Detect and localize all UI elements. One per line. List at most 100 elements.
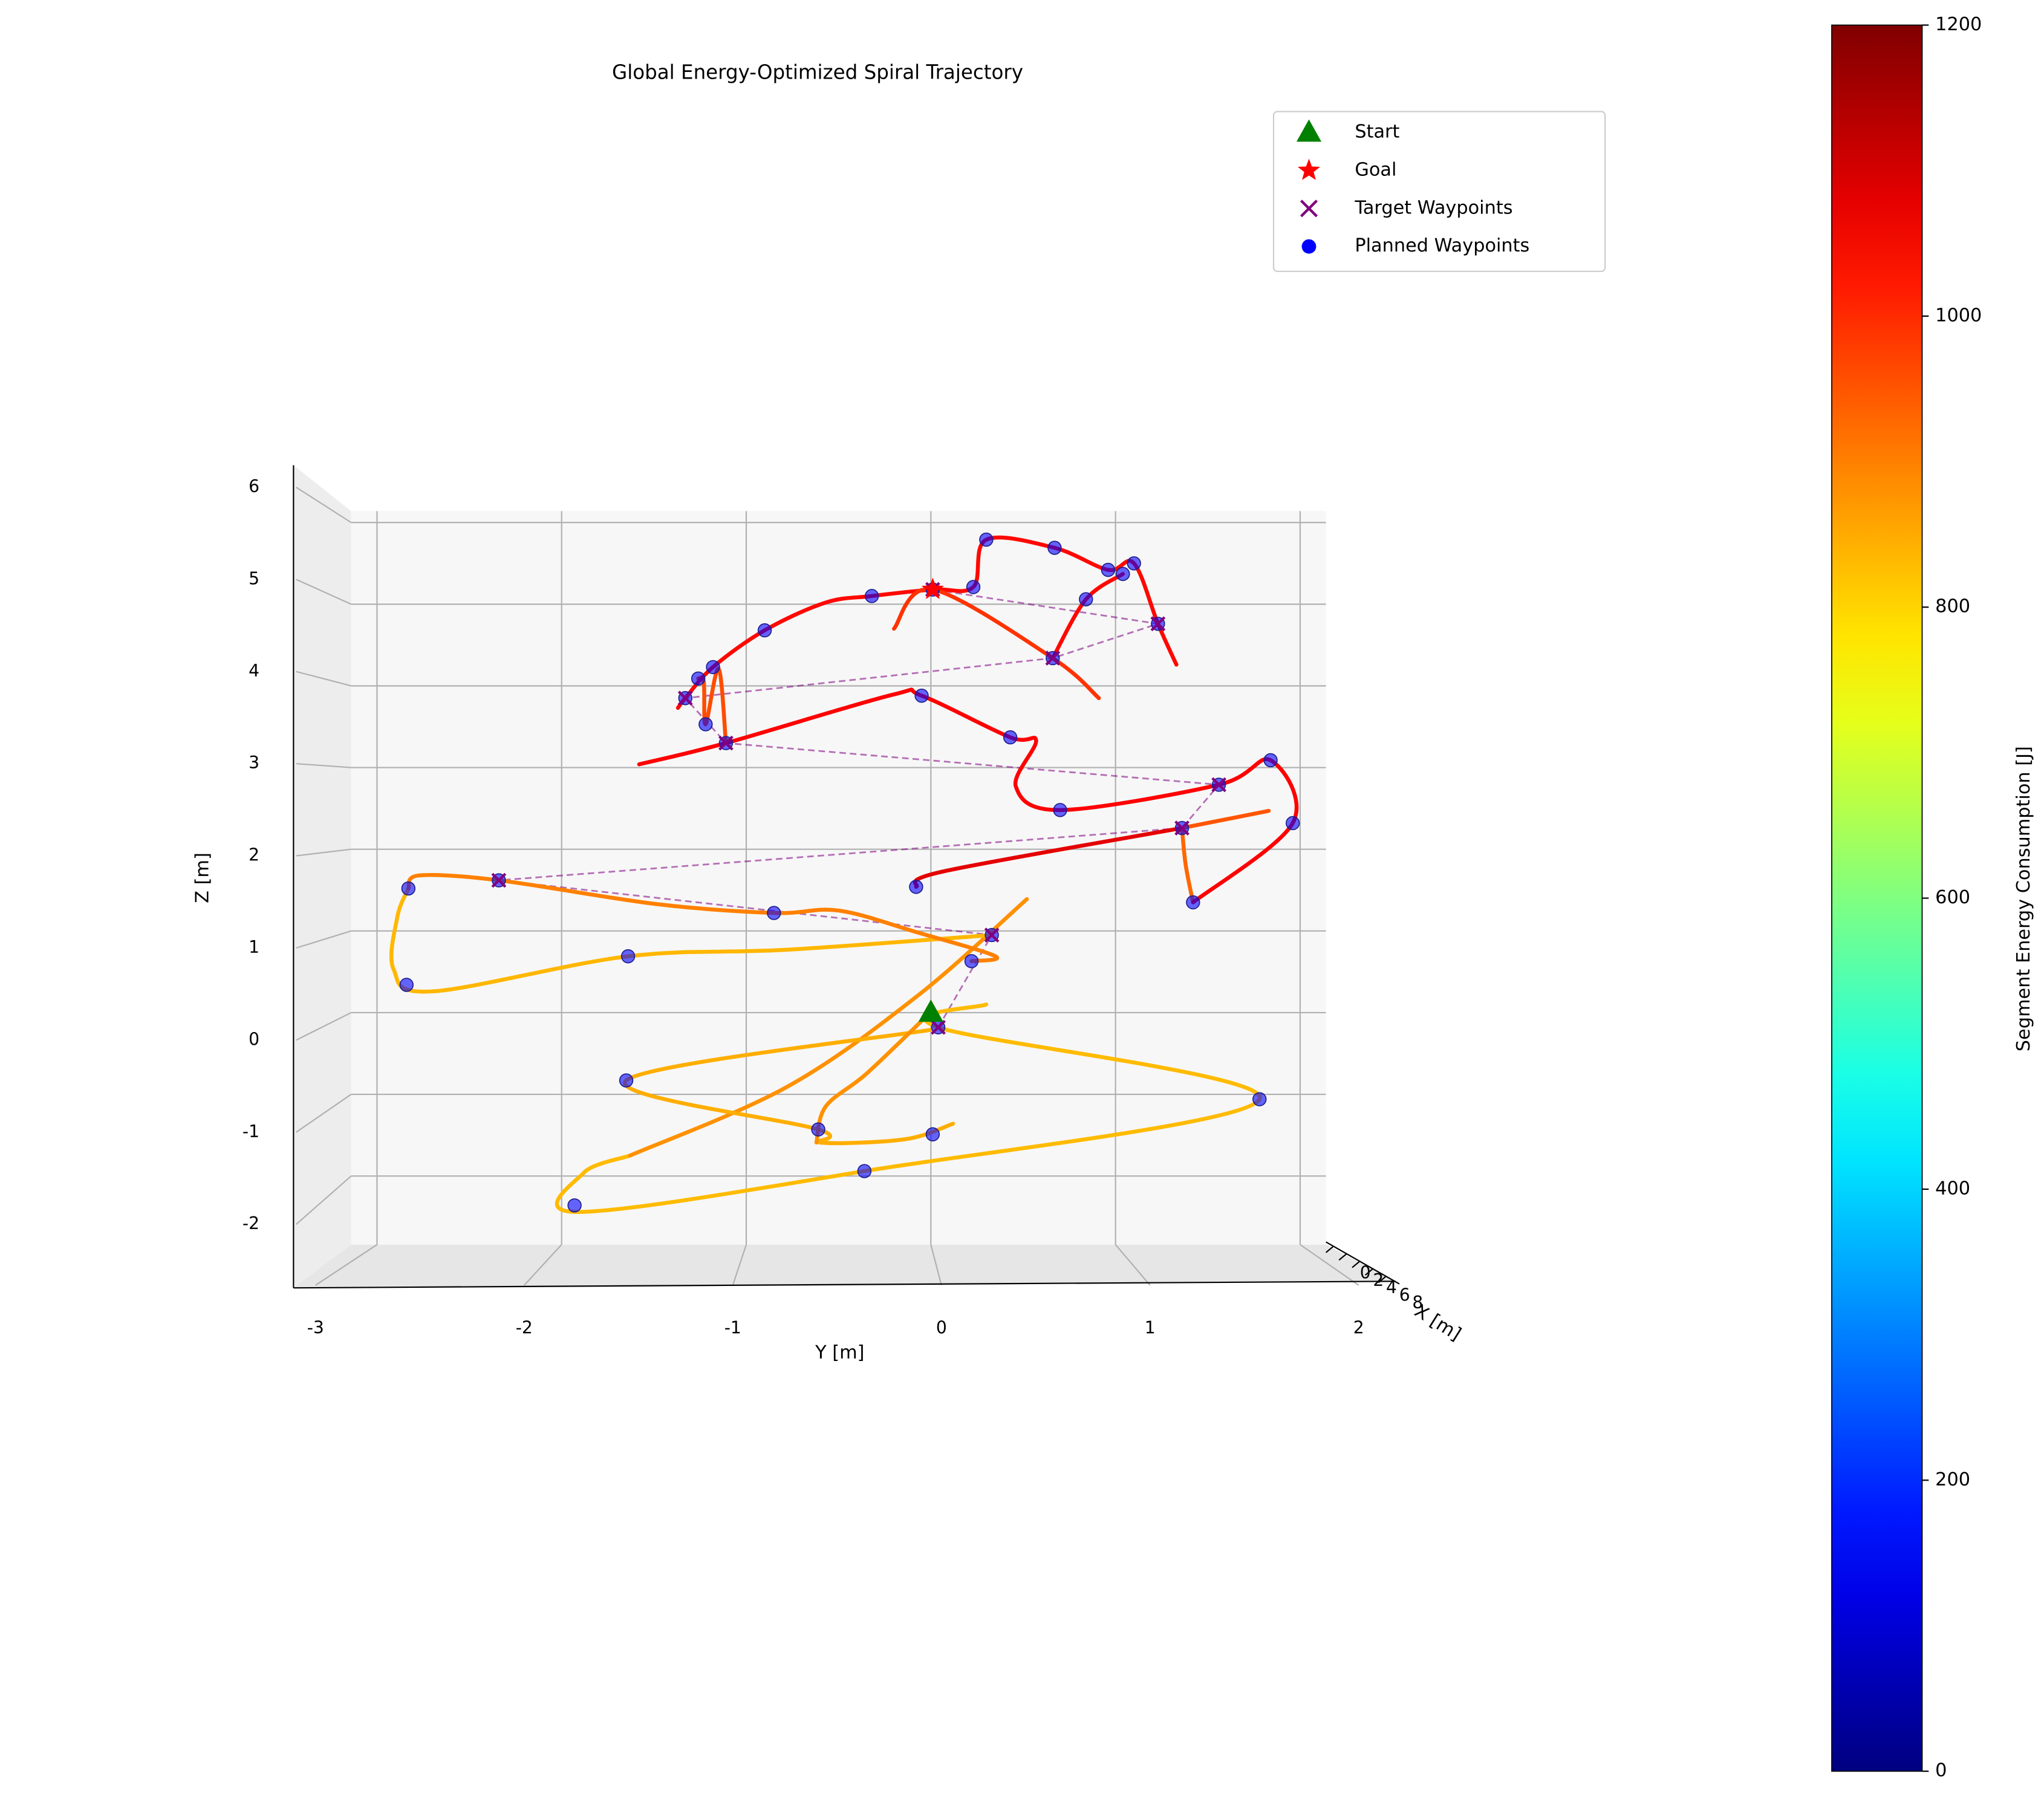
target-waypoint (718, 735, 734, 751)
colorbar-label: Segment Energy Consumption [J] (2013, 746, 2034, 1051)
colorbar-tick-label: 1200 (1935, 14, 1982, 35)
legend-label: Target Waypoints (1354, 197, 1512, 218)
colorbar-tick-label: 200 (1935, 1469, 1970, 1490)
planned-waypoint (757, 623, 772, 638)
tick-mark (1364, 1268, 1374, 1276)
colorbar-tick-label: 0 (1935, 1760, 1947, 1781)
y-tick-label: -2 (516, 1317, 533, 1337)
planned-waypoint (1263, 753, 1278, 768)
tick-mark (296, 670, 351, 687)
planned-waypoint (966, 580, 981, 594)
tick-mark (296, 848, 351, 857)
planned-waypoint (691, 671, 706, 686)
planned-waypoint (698, 717, 713, 732)
legend-marker (1296, 119, 1322, 142)
start-marker (918, 999, 943, 1022)
legend-entries: Start Goal Target Waypoints Planned Waypoin… (1296, 119, 1529, 256)
x-tick-label: 4 (1386, 1277, 1397, 1297)
planned-waypoint (620, 949, 636, 964)
z-tick-label: -1 (242, 1121, 259, 1141)
planned-waypoint (767, 906, 781, 920)
trajectory-segment (892, 587, 1101, 700)
planned-waypoint (399, 978, 414, 992)
tick-mark (315, 1244, 378, 1286)
x-tick-label: 2 (1373, 1270, 1384, 1290)
tick-mark (296, 763, 351, 768)
planned-waypoint (925, 1127, 940, 1141)
planned-waypoint (914, 688, 929, 703)
y-axis-label: Y [m] (815, 1342, 864, 1363)
z-axis-label: Z [m] (192, 852, 213, 903)
tick-mark (296, 1011, 352, 1041)
tick-mark (295, 1175, 352, 1225)
planned-waypoint (1079, 592, 1093, 606)
planned-waypoint (1101, 562, 1116, 577)
z-tick-label: 3 (249, 753, 259, 773)
legend-label: Planned Waypoints (1355, 235, 1529, 256)
y-tick-label: 0 (936, 1317, 947, 1337)
target-waypoint (1045, 651, 1061, 666)
planned-waypoint (401, 881, 416, 896)
legend-marker (1297, 158, 1321, 180)
trajectory-segment (1180, 808, 1271, 830)
planned-waypoint (1127, 556, 1141, 571)
plot-area (389, 532, 1300, 1214)
tick-mark (1352, 1260, 1361, 1268)
tick-mark (930, 1244, 942, 1286)
z-tick-label: -2 (242, 1213, 259, 1233)
tick-mark (1115, 1244, 1151, 1286)
y-tick-label: 2 (1353, 1317, 1364, 1337)
trajectory-segment (406, 872, 1000, 964)
y-axis-line (293, 1281, 1396, 1289)
colorbar-tick-label: 1000 (1935, 305, 1982, 326)
x-axis-line (1326, 1241, 1400, 1285)
target-waypoint (1211, 777, 1226, 793)
y-tick-label: 1 (1145, 1317, 1156, 1337)
planned-waypoint (964, 954, 979, 969)
target-waypoint (1174, 820, 1190, 836)
x-tick-label: 6 (1399, 1285, 1410, 1305)
x-tick-label: 0 (1360, 1262, 1371, 1282)
tick-mark (1378, 1275, 1387, 1284)
planned-waypoint (811, 1122, 825, 1137)
tick-mark (296, 579, 352, 605)
tick-mark (1300, 1244, 1359, 1286)
trajectory-segment (623, 1028, 955, 1146)
legend (1272, 111, 1606, 272)
planned-waypoint (1053, 803, 1067, 817)
colorbar-tick-label: 600 (1935, 887, 1970, 908)
tick-mark (296, 1094, 352, 1133)
y-tick-label: -3 (307, 1317, 324, 1337)
planned-waypoint (1116, 566, 1130, 582)
planned-waypoint (619, 1073, 634, 1088)
trajectory-segment (1180, 826, 1196, 904)
planned-waypoint (909, 880, 923, 894)
z-tick-label: 5 (249, 568, 259, 588)
goal-marker (921, 577, 944, 599)
trajectory-segment (628, 897, 1029, 1158)
z-tick-label: 0 (249, 1029, 259, 1049)
planned-waypoint (864, 589, 879, 603)
target-waypoint (491, 872, 507, 888)
floor-pane (293, 1244, 1396, 1288)
planned-waypoint (567, 1198, 582, 1213)
y-tick-label: -1 (724, 1317, 741, 1337)
planned-waypoint (857, 1164, 872, 1178)
legend-marker (1300, 200, 1318, 218)
tick-mark (1325, 1245, 1335, 1253)
planned-waypoint (1047, 540, 1062, 555)
colorbar-tick-label: 800 (1935, 596, 1970, 617)
tick-mark (1338, 1253, 1348, 1261)
planned-waypoint (1003, 730, 1018, 745)
planned-waypoint (1286, 816, 1300, 831)
tick-mark (732, 1244, 747, 1286)
side-pane (293, 465, 351, 1288)
target-waypoint (984, 927, 1000, 943)
trajectory-segment (389, 886, 994, 994)
planned-waypoint (1186, 895, 1200, 910)
trajectory-segment (637, 687, 1299, 904)
target-waypoint (1150, 616, 1166, 632)
z-tick-label: 4 (249, 661, 259, 681)
tick-mark (296, 487, 352, 524)
